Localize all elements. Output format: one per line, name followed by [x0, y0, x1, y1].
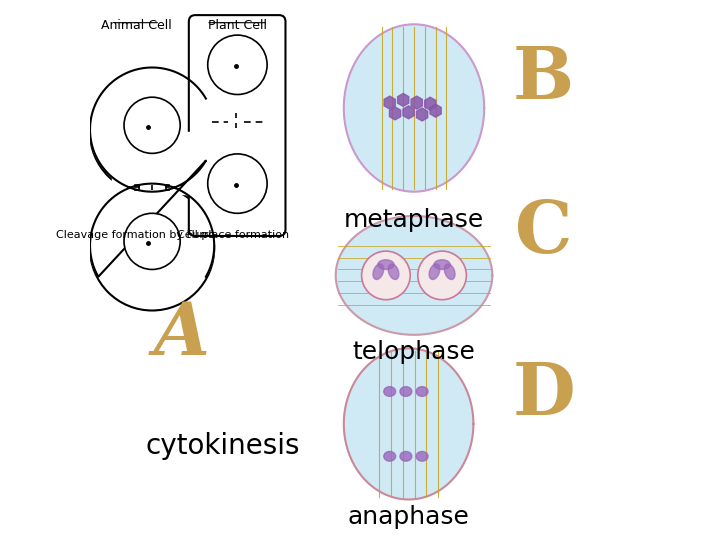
Ellipse shape	[434, 260, 450, 269]
Ellipse shape	[384, 387, 396, 396]
Circle shape	[124, 97, 180, 153]
Text: metaphase: metaphase	[344, 208, 484, 232]
Ellipse shape	[444, 264, 455, 280]
Ellipse shape	[378, 260, 394, 269]
Ellipse shape	[400, 387, 412, 396]
Circle shape	[124, 213, 180, 269]
Bar	[112, 132, 193, 194]
Text: C: C	[515, 197, 572, 268]
Text: A: A	[154, 299, 210, 370]
Circle shape	[90, 70, 215, 194]
Text: Animal Cell: Animal Cell	[101, 19, 171, 32]
Ellipse shape	[416, 451, 428, 461]
Ellipse shape	[361, 251, 410, 300]
Polygon shape	[344, 24, 484, 192]
Ellipse shape	[388, 264, 399, 280]
FancyBboxPatch shape	[189, 15, 285, 236]
Text: B: B	[513, 43, 574, 114]
Ellipse shape	[416, 387, 428, 396]
Text: D: D	[513, 359, 575, 430]
Ellipse shape	[429, 264, 440, 280]
Ellipse shape	[373, 264, 384, 280]
Circle shape	[208, 35, 267, 94]
Text: cytokinesis: cytokinesis	[145, 431, 300, 460]
Polygon shape	[90, 68, 214, 276]
Ellipse shape	[384, 451, 396, 461]
Circle shape	[208, 154, 267, 213]
Polygon shape	[344, 348, 474, 500]
Ellipse shape	[418, 251, 467, 300]
Text: telophase: telophase	[353, 340, 475, 364]
Text: Plant Cell: Plant Cell	[208, 19, 267, 32]
Text: anaphase: anaphase	[348, 505, 469, 529]
Polygon shape	[336, 216, 492, 335]
Circle shape	[90, 186, 215, 310]
Text: Cell place formation: Cell place formation	[177, 230, 289, 240]
Text: Cleavage formation by Furro: Cleavage formation by Furro	[56, 230, 215, 240]
Ellipse shape	[400, 451, 412, 461]
